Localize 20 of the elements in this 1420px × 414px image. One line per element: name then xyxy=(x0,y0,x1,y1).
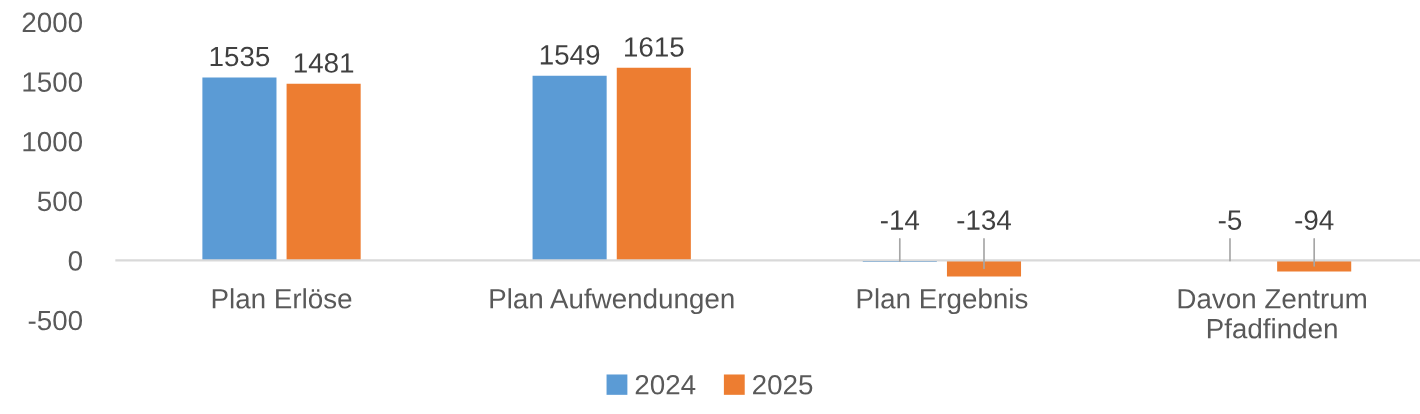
data-label: 1615 xyxy=(625,37,684,57)
y-tick-label: -500 xyxy=(28,310,83,331)
data-label: 1481 xyxy=(294,53,354,73)
y-tick-label: 0 xyxy=(68,251,83,271)
legend-label: 2024 xyxy=(635,374,696,395)
y-tick-label: 500 xyxy=(37,191,83,212)
data-label: 1549 xyxy=(540,45,600,65)
y-tick-label: 1500 xyxy=(23,72,83,92)
legend-label: 2025 xyxy=(753,374,813,395)
x-tick-label: Davon Zentrum Pfadfinden xyxy=(1178,289,1366,339)
x-tick-label: Plan Erlöse xyxy=(212,288,352,309)
y-tick-label: 1000 xyxy=(23,131,83,152)
x-tick-label: Plan Aufwendungen xyxy=(490,288,734,315)
x-tick-label: Plan Ergebnis xyxy=(857,288,1028,315)
data-label: -14 xyxy=(880,210,920,230)
y-tick-label: 2000 xyxy=(22,12,83,33)
data-label: -94 xyxy=(1295,210,1334,230)
data-label: -5 xyxy=(1218,210,1242,230)
data-label: -134 xyxy=(957,210,1011,230)
data-label: 1535 xyxy=(210,46,270,67)
